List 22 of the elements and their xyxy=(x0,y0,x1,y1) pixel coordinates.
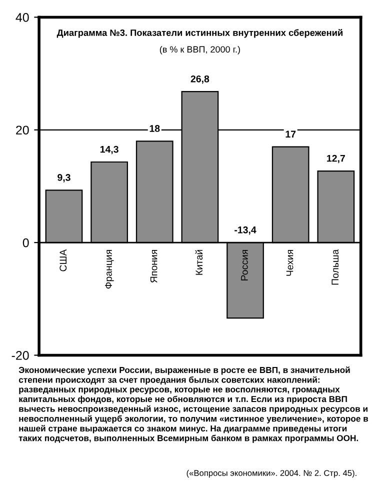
data-label: 26,8 xyxy=(190,75,210,84)
data-label: -13,4 xyxy=(234,226,256,235)
y-tick-label: 40 xyxy=(16,13,29,22)
x-tick-label: Польша xyxy=(332,249,339,285)
x-tick-label: Франция xyxy=(105,250,114,289)
data-label: 14,3 xyxy=(100,146,118,154)
x-tick-label: Китай xyxy=(195,250,203,275)
text: Экономические успехи России, выраженные в росте ее ВВП, в значительной степени происходят за счет проедания былых советских накоплений: разведанных природных ресурсов, которые не восполняются, громадных капитальных фондов, которые не обновляются и т.п. Если из прироста ВВП вычесть невоспроизведенный износ, истощение запасов природных ресурсов и невосполненный ущерб экологии, то получим «истинное увеличение», которое в нашей стране выражается со знаком минус. На диаграмме приведены итоги таких подсчетов, выполненных Всемирным банком в рамках программы ООН. xyxy=(18,366,368,443)
text: (в % к ВВП, 2000 г.) xyxy=(160,46,240,54)
text: («Вопросы экономики». 2004. № 2. Стр. 45). xyxy=(186,470,356,478)
y-tick-label: 20 xyxy=(16,126,29,135)
x-tick-label: Чехия xyxy=(286,250,294,276)
x-tick-label: США xyxy=(60,249,67,272)
data-label: 12,7 xyxy=(327,154,345,164)
data-label: 18 xyxy=(150,125,160,132)
data-label: 17 xyxy=(286,130,296,138)
data-label: 9,3 xyxy=(58,174,70,182)
y-tick-label: -20 xyxy=(12,351,29,360)
text: Диаграмма №3. Показатели истинных внутренних сбережений xyxy=(56,29,342,38)
x-tick-label: Япония xyxy=(150,250,158,283)
y-tick-label: 0 xyxy=(22,238,29,248)
x-tick-label: Россия xyxy=(241,250,248,280)
